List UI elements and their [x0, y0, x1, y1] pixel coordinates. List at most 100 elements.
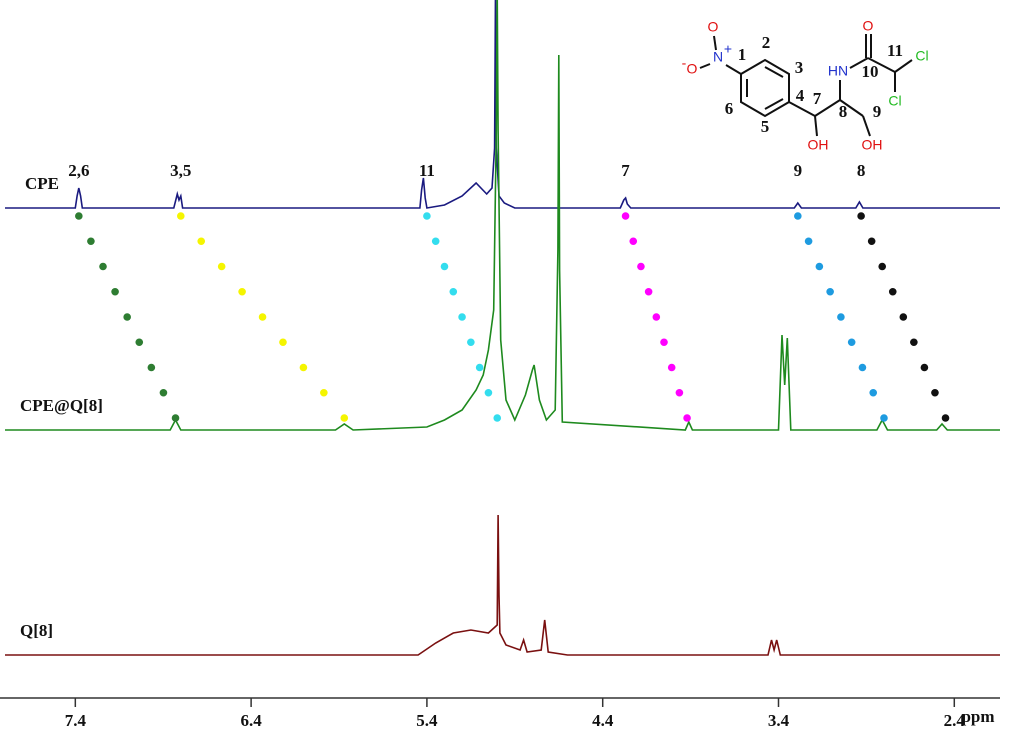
shift-dot [75, 212, 83, 220]
shift-dot [238, 287, 246, 296]
shift-label: 3,5 [170, 161, 191, 180]
trace-label: CPE@Q[8] [20, 396, 103, 415]
structure-label: 2 [762, 33, 771, 52]
structure-label: 4 [796, 86, 805, 105]
structure-label: HN [828, 63, 848, 79]
structure-label: 3 [795, 58, 804, 77]
shift-dot [867, 237, 876, 246]
shift-dot [899, 313, 908, 321]
shift-dot [675, 388, 684, 397]
shift-dot [171, 414, 180, 422]
shift-dot [637, 262, 645, 271]
bond [713, 35, 717, 51]
ring [740, 58, 790, 118]
shift-dot [135, 338, 144, 347]
bond [839, 99, 864, 117]
shift-dot [299, 363, 308, 372]
bond [867, 57, 896, 73]
trace-label: CPE [25, 174, 59, 193]
shift-dot [920, 363, 929, 372]
shift-dot [683, 414, 691, 422]
structure-label: OH [808, 137, 829, 153]
shift-dot [458, 313, 466, 321]
shift-dot [431, 237, 440, 246]
shift-dot [660, 338, 668, 347]
structure-label: 11 [887, 41, 903, 60]
shift-dot [878, 262, 887, 271]
structure-label: 5 [761, 117, 770, 136]
shift-dot [320, 388, 328, 397]
shift-dot [159, 388, 168, 397]
x-tick-label: 6.4 [240, 711, 262, 730]
structure-label: Cl [915, 48, 928, 64]
bond [699, 63, 711, 69]
shift-dot [99, 262, 107, 271]
shift-dot [888, 287, 897, 296]
shift-dot [621, 212, 630, 220]
shift-dot [279, 338, 287, 347]
structure-label: 8 [839, 102, 848, 121]
shift-dot [467, 338, 475, 347]
shift-label: 11 [419, 161, 435, 180]
bond [764, 66, 784, 78]
shift-dot [123, 313, 131, 321]
shift-dot [475, 363, 484, 372]
shift-dot [484, 388, 493, 397]
trace-label: Q[8] [20, 621, 53, 640]
x-tick-label: 5.4 [416, 711, 438, 730]
x-tick-label: 3.4 [768, 711, 790, 730]
structure-label: N [713, 49, 723, 65]
bond [862, 115, 871, 137]
structure-label: - [682, 55, 687, 71]
x-axis-label: ppm [961, 707, 994, 726]
spectrum-trace [5, 0, 1000, 209]
shift-dot [423, 212, 431, 220]
bond [814, 99, 841, 117]
shift-dot [449, 287, 458, 296]
shift-label: 7 [621, 161, 630, 180]
spectrum-trace [5, 0, 1000, 431]
structure-label: O [863, 18, 874, 34]
bond [814, 115, 818, 137]
shift-label: 9 [794, 161, 803, 180]
bond [894, 59, 913, 73]
bond [788, 101, 816, 117]
shift-dot [493, 414, 502, 422]
shift-dot [804, 237, 813, 246]
shift-label: 2,6 [68, 161, 89, 180]
shift-dot [440, 262, 449, 271]
x-tick-label: 7.4 [65, 711, 87, 730]
shift-dot [815, 262, 824, 271]
x-tick-label: 2.4 [944, 711, 966, 730]
structure-label: 7 [813, 89, 822, 108]
shift-dot [857, 212, 865, 220]
shift-label: 8 [857, 161, 866, 180]
structure-label: OH [862, 137, 883, 153]
shift-dot [667, 363, 676, 372]
shift-dot [826, 287, 834, 296]
structure-label: O [687, 61, 698, 77]
shift-dot [147, 363, 156, 372]
shift-dot [794, 212, 802, 220]
structure-label: + [724, 41, 732, 57]
shift-dot [111, 287, 119, 296]
shift-dot [629, 237, 638, 246]
shift-dot [87, 237, 95, 246]
shift-dot [869, 388, 878, 397]
shift-dot [644, 287, 653, 296]
structure-label: Cl [888, 93, 901, 109]
shift-dot [340, 414, 349, 422]
shift-dot [197, 237, 206, 246]
shift-dot [931, 388, 939, 397]
x-tick-label: 4.4 [592, 711, 614, 730]
shift-dot [847, 338, 856, 347]
shift-dot [880, 414, 888, 422]
bond [725, 64, 742, 75]
structure-label: 10 [862, 62, 879, 81]
shift-dot [652, 313, 661, 321]
shift-dot [837, 313, 845, 321]
shift-dot [910, 338, 918, 347]
structure-label: 9 [873, 102, 882, 121]
